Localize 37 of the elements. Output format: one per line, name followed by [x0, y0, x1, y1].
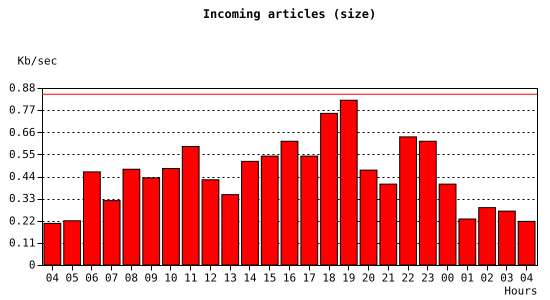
x-tick-label: 22 — [401, 272, 415, 284]
x-tick-label: 09 — [144, 272, 158, 284]
x-tick-label: 17 — [302, 272, 316, 284]
y-tick-label: 0.33 — [9, 192, 36, 206]
x-tick-label: 14 — [243, 272, 257, 284]
x-tick-label: 05 — [66, 272, 79, 284]
x-tick-label: 18 — [322, 272, 336, 284]
y-tick-label: 0.55 — [9, 148, 36, 161]
y-tick-label: 0 — [28, 258, 36, 272]
x-tick-label: 00 — [440, 272, 454, 284]
x-tick-label: 03 — [500, 272, 514, 284]
x-tick-label: 13 — [224, 272, 237, 284]
x-tick-label: 12 — [204, 272, 218, 284]
x-tick-label: 20 — [362, 272, 376, 284]
chart-title: Incoming articles (size) — [202, 7, 376, 21]
y-tick-label: 0.88 — [9, 82, 36, 94]
x-tick-label: 07 — [105, 272, 118, 284]
y-tick-label: 0.22 — [9, 214, 36, 228]
x-tick-label: 01 — [460, 272, 474, 284]
x-tick-label: 16 — [282, 272, 296, 284]
x-tick-label: 19 — [342, 272, 356, 284]
x-tick-label: 10 — [164, 272, 178, 284]
x-tick-label: 23 — [421, 272, 434, 284]
y-tick-label: 0.77 — [9, 104, 36, 117]
y-axis-title: Kb/sec — [18, 54, 58, 68]
y-tick-label: 0.44 — [9, 170, 36, 183]
x-tick-label: 02 — [480, 272, 494, 284]
x-tick-label: 11 — [184, 272, 198, 284]
y-tick-label: 0.11 — [9, 236, 36, 250]
x-tick-label: 06 — [85, 272, 99, 284]
x-tick-label: 21 — [382, 272, 395, 284]
x-tick-label: 08 — [124, 272, 138, 284]
x-tick-label: 15 — [263, 272, 276, 284]
x-tick-label: 04 — [520, 272, 534, 284]
x-axis-title: Hours — [504, 284, 538, 298]
x-tick-label: 04 — [46, 272, 60, 284]
y-tick-label: 0.66 — [9, 126, 36, 139]
